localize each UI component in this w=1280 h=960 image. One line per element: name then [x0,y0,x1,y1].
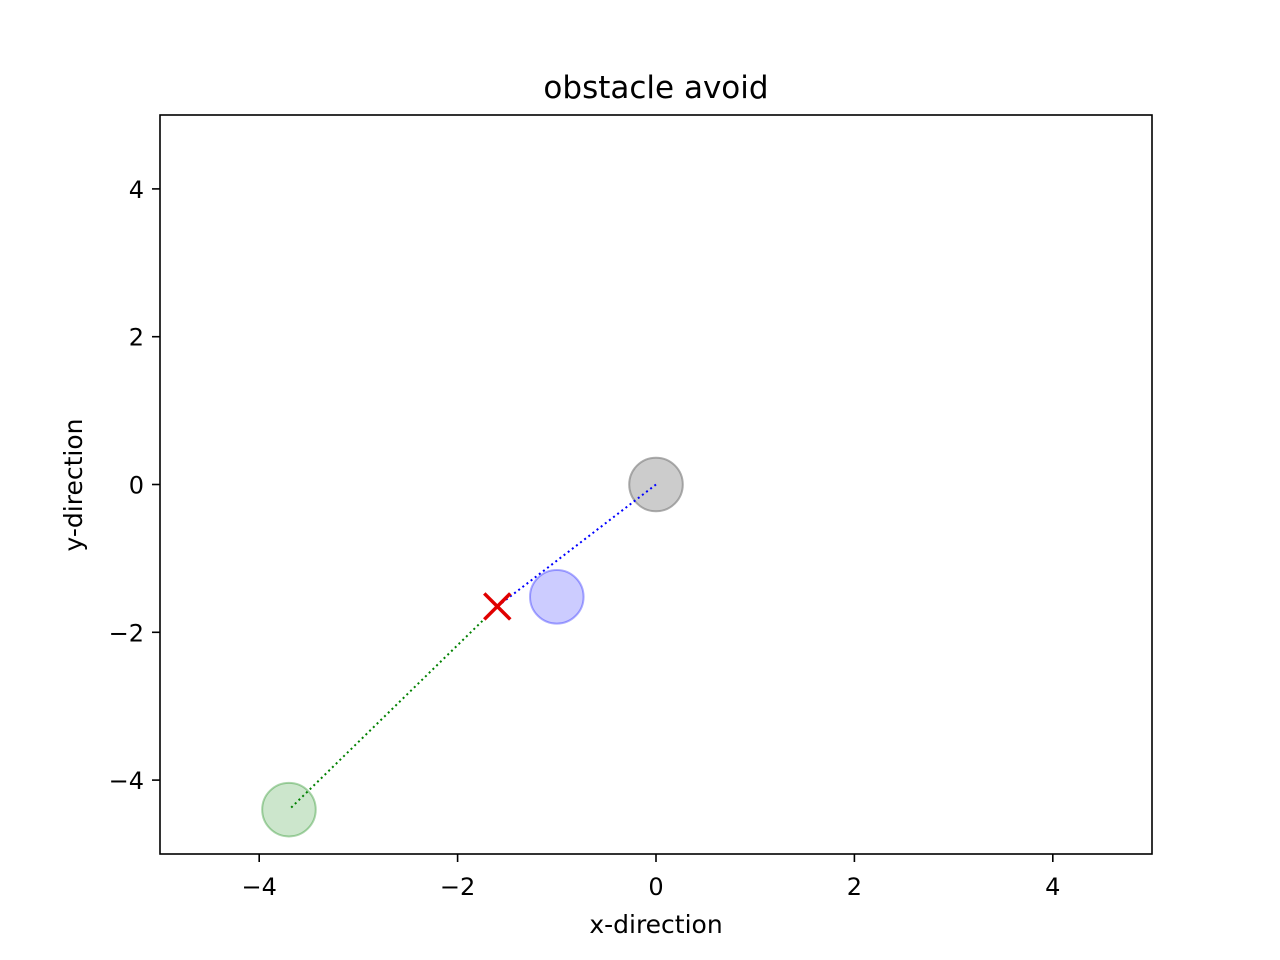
obstacle-circle-1 [529,569,585,625]
plot-content [261,456,684,838]
path-line-0 [496,483,657,608]
x-tick-label: 2 [847,873,862,901]
marker-stroke [483,592,512,621]
y-axis: −4 −2 0 2 4 [109,176,160,795]
path-line-1 [288,605,498,811]
y-tick-label: −4 [109,767,144,795]
y-tick-label: 4 [129,176,144,204]
agent-circle-2 [261,781,317,838]
x-axis: −4 −2 0 2 4 [242,854,1060,901]
x-tick-label: 4 [1045,873,1060,901]
x-tick-label: 0 [648,873,663,901]
y-tick-label: 0 [129,472,144,500]
x-tick-label: −4 [242,873,277,901]
y-axis-label: y-direction [59,419,88,552]
x-tick-label: −2 [440,873,475,901]
chart-title: obstacle avoid [543,70,768,106]
y-tick-label: −2 [109,619,144,647]
collision-marker-0 [483,592,512,621]
x-axis-label: x-direction [589,910,722,939]
y-tick-label: 2 [129,324,144,352]
